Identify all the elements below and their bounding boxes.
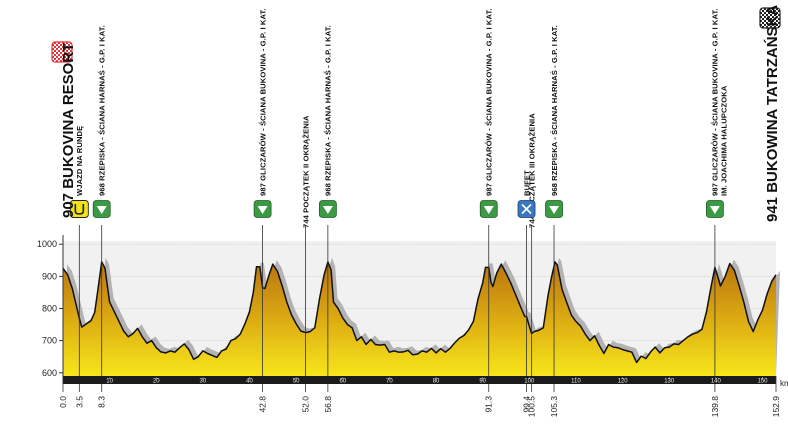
distance-label: 0.0 — [58, 396, 68, 408]
waypoint-label-secondary: IM. JOACHIMA HALUPCZOKA — [719, 85, 728, 196]
waypoint-label: 968 RZEPISKA - ŚCIANA HARNAŚ - G.P. I KA… — [550, 25, 559, 196]
climb-icon — [479, 200, 498, 218]
km-tick-label: 100 — [524, 379, 535, 385]
climb-icon-glyph — [709, 206, 720, 214]
km-tick-label: 60 — [339, 379, 346, 385]
waypoint-icons — [69, 200, 724, 218]
waypoint-label: 744 POCZĄTEK II OKRĄŻENIA — [301, 115, 310, 228]
distance-label: 91.3 — [484, 396, 494, 413]
distance-label: 3.5 — [74, 396, 84, 408]
km-tick-label: 90 — [479, 379, 486, 385]
finish-flag-icon — [759, 7, 781, 29]
km-tick-label: 10 — [106, 379, 113, 385]
y-tick-label: 1000 — [37, 239, 57, 249]
waypoint-label: 744 POCZĄTEK III OKRĄŻENIA — [527, 113, 536, 228]
km-tick-label: 150 — [757, 379, 768, 385]
km-tick-label: 80 — [433, 379, 440, 385]
distance-label: 99.4 — [522, 396, 532, 413]
y-tick-label: 700 — [42, 336, 57, 346]
climb-icon — [318, 200, 337, 218]
profile-line — [62, 261, 777, 364]
distance-label: 56.8 — [323, 396, 333, 413]
km-tick-label: 70 — [386, 379, 393, 385]
y-tick-label: 800 — [42, 304, 57, 314]
climb-icon — [92, 200, 111, 218]
km-tick-label: 110 — [571, 379, 581, 385]
distance-label: 52.0 — [300, 396, 310, 413]
km-unit-label: km — [780, 379, 788, 388]
distance-label: 100.5 — [527, 396, 537, 418]
waypoint-marker-lines — [78, 225, 716, 376]
waypoint-label: 968 RZEPISKA - ŚCIANA HARNAŚ - G.P. I KA… — [324, 25, 333, 196]
y-tick-label: 900 — [42, 271, 57, 281]
km-tick-label: 130 — [664, 379, 675, 385]
km-tick-label: 120 — [618, 379, 629, 385]
waypoint-label: BUFET — [522, 170, 531, 196]
km-tick-label: 140 — [711, 379, 722, 385]
climb-icon — [706, 200, 724, 218]
climb-icon-glyph — [257, 206, 268, 214]
waypoint-label: 987 GLICZARÓW - ŚCIANA BUKOVINA - G.P. I… — [711, 8, 720, 196]
feed-zone-icon — [517, 200, 536, 218]
finish-location-label: 941 BUKOWINA TATRZAŃSKA — [764, 5, 781, 222]
distance-label: 105.3 — [549, 396, 559, 418]
profile-area-path — [63, 261, 776, 376]
climb-icon-glyph — [96, 206, 107, 214]
waypoint-label: WJAZD NA RUNDĘ — [75, 126, 84, 196]
km-tick-label: 40 — [246, 379, 253, 385]
climb-icon-glyph — [322, 206, 333, 214]
lap-entry-icon-glyph — [74, 204, 85, 215]
waypoint-label: 987 GLICZARÓW - ŚCIANA BUKOVINA - G.P. I… — [258, 8, 267, 196]
distance-label: 139.8 — [710, 396, 720, 418]
climb-icon-glyph — [549, 206, 560, 214]
distance-scale-bar — [63, 376, 776, 384]
km-tick-label: 50 — [293, 379, 300, 385]
climb-icon — [253, 200, 272, 218]
elevation-axis: 600 700 800 900 1000 — [37, 235, 64, 384]
km-tick-label: 20 — [153, 379, 160, 385]
climb-icon-glyph — [483, 206, 494, 214]
climb-icon — [545, 200, 563, 218]
distance-label: 8.3 — [97, 396, 107, 408]
y-tick-label: 600 — [42, 368, 57, 378]
lap-entry-icon — [69, 200, 89, 218]
waypoint-label: 968 RZEPISKA - ŚCIANA HARNAŚ - G.P. I KA… — [98, 25, 107, 196]
start-location-label: 907 BUKOVINA RESORT — [60, 43, 77, 218]
waypoint-label: 987 GLICZARÓW - ŚCIANA BUKOVINA - G.P. I… — [485, 8, 494, 196]
profile-area — [62, 261, 777, 376]
start-flag-icon — [51, 41, 73, 63]
distance-label: 152.9 — [771, 396, 781, 418]
waypoint-labels: WJAZD NA RUNDĘ 968 RZEPISKA - ŚCIANA HARN… — [75, 8, 728, 228]
km-tick-label: 30 — [200, 379, 207, 385]
km-scale-ticks: 10 20 30 40 50 60 70 80 90 100 110 120 130 140 150 — [106, 377, 768, 385]
feed-zone-icon-glyph — [521, 203, 532, 215]
distance-label: 42.8 — [258, 396, 268, 413]
